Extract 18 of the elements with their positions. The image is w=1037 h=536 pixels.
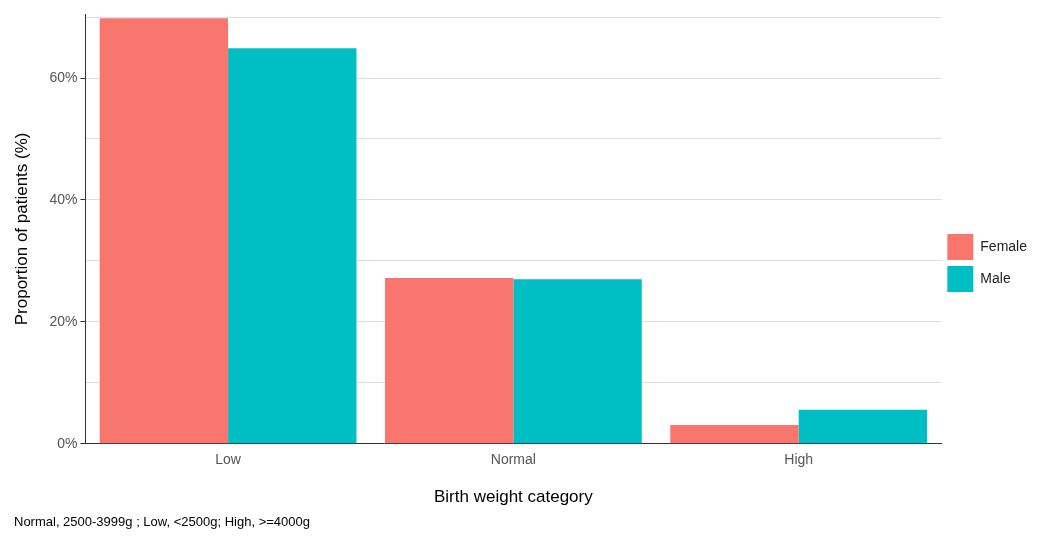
x-tick-label: Low <box>215 451 242 468</box>
bar <box>513 279 642 444</box>
y-axis-title: Proportion of patients (%) <box>11 132 31 326</box>
x-tick-label: High <box>784 451 814 468</box>
legend-label: Male <box>980 269 1011 286</box>
y-tick-label: 0% <box>57 434 78 451</box>
x-tick-label: Normal <box>490 451 536 468</box>
bar <box>798 409 928 444</box>
bar <box>670 424 799 444</box>
y-tick-label: 60% <box>49 68 78 85</box>
y-tick-label: 40% <box>49 190 78 207</box>
y-tick-label: 20% <box>49 312 78 329</box>
text: Normal, 2500-3999g ; Low, <2500g; High, >=4000g <box>14 514 310 529</box>
x-axis-title: Birth weight category <box>433 487 594 507</box>
bar <box>99 18 229 444</box>
bar <box>228 48 357 444</box>
bar <box>384 277 514 444</box>
legend-label: Female <box>980 237 1028 254</box>
